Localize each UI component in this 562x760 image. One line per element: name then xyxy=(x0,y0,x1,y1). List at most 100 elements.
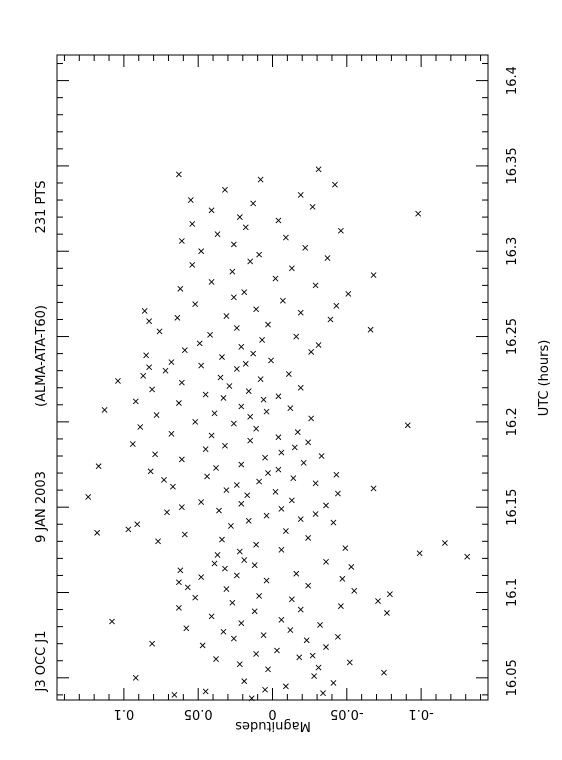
data-point-marker xyxy=(238,461,245,468)
data-point-marker xyxy=(282,234,289,241)
data-point-marker xyxy=(192,301,199,308)
data-point-marker xyxy=(101,407,108,413)
data-point-marker xyxy=(288,596,295,603)
data-point-marker xyxy=(155,538,161,545)
title-observatory: (ALMA-ATA-T60) xyxy=(34,305,49,407)
title-points: 231 PTS xyxy=(34,181,49,234)
data-point-marker xyxy=(275,217,282,224)
data-point-marker xyxy=(247,437,254,444)
data-point-marker xyxy=(318,453,325,459)
data-point-marker xyxy=(238,500,245,507)
data-point-marker xyxy=(168,359,175,366)
data-point-marker xyxy=(247,413,254,420)
data-point-marker xyxy=(334,490,341,497)
data-point-marker xyxy=(441,540,448,546)
data-point-marker xyxy=(263,577,270,584)
data-point-marker xyxy=(297,516,304,523)
data-point-marker xyxy=(143,352,150,359)
data-point-marker xyxy=(170,483,176,490)
data-point-marker xyxy=(464,553,471,560)
plot-frame xyxy=(56,54,489,701)
data-point-marker xyxy=(265,470,271,476)
data-point-marker xyxy=(275,393,282,400)
title-date: 9 JAN 2003 xyxy=(34,471,49,543)
data-point-marker xyxy=(332,181,338,188)
data-point-marker xyxy=(208,207,215,214)
data-point-marker xyxy=(181,347,188,354)
data-point-marker xyxy=(308,348,315,355)
data-point-marker xyxy=(384,610,390,616)
data-point-marker xyxy=(219,354,225,360)
data-point-marker xyxy=(208,613,215,620)
data-point-marker xyxy=(260,632,267,639)
data-point-marker xyxy=(95,463,102,470)
data-point-marker xyxy=(315,342,322,348)
data-point-marker xyxy=(285,371,292,378)
data-point-marker xyxy=(296,654,303,661)
data-point-marker xyxy=(238,343,245,350)
data-point-marker xyxy=(415,210,422,217)
data-point-marker xyxy=(226,383,233,389)
data-point-marker xyxy=(272,488,279,495)
data-point-marker xyxy=(351,587,358,594)
data-point-marker xyxy=(324,255,331,261)
data-point-marker xyxy=(320,690,326,697)
data-point-marker xyxy=(257,376,264,383)
data-point-marker xyxy=(230,294,237,301)
magnitude-tick-label: 0.1 xyxy=(114,706,135,721)
data-point-marker xyxy=(312,480,319,487)
data-point-marker xyxy=(222,442,228,449)
data-point-marker xyxy=(253,651,260,657)
data-point-marker xyxy=(404,422,411,429)
data-point-marker xyxy=(134,521,141,528)
data-point-marker xyxy=(342,545,349,552)
data-point-marker xyxy=(137,424,144,430)
data-point-marker xyxy=(253,425,260,432)
data-point-marker xyxy=(149,386,156,393)
data-point-marker xyxy=(327,316,334,323)
data-point-marker xyxy=(293,333,300,340)
data-point-marker xyxy=(177,567,184,574)
utc-tick-label: 16.3 xyxy=(505,237,520,266)
data-point-marker xyxy=(305,534,312,541)
data-point-marker xyxy=(189,261,196,268)
data-point-marker xyxy=(175,171,182,178)
data-point-marker xyxy=(259,337,266,343)
data-point-marker xyxy=(198,248,205,255)
data-point-marker xyxy=(250,350,257,357)
data-point-marker xyxy=(263,512,270,519)
tick-labels: 16.05 16.1 16.15 16.2 16.25 16.3 16.35 16.4 -0.1… xyxy=(114,66,520,721)
y-axis-label: Magnitudes xyxy=(235,718,311,733)
data-point-marker xyxy=(211,410,218,417)
data-point-marker xyxy=(290,475,297,482)
data-point-marker xyxy=(214,552,221,558)
data-point-marker xyxy=(184,584,191,591)
data-point-marker xyxy=(204,473,211,480)
data-point-marker xyxy=(275,466,282,473)
data-point-marker xyxy=(233,572,240,579)
data-point-marker xyxy=(242,224,249,231)
data-point-marker xyxy=(330,519,337,526)
data-point-marker xyxy=(229,268,236,275)
magnitude-tick-label: -0.05 xyxy=(330,706,364,721)
data-point-marker xyxy=(386,591,393,598)
data-point-marker xyxy=(211,560,218,567)
data-point-marker xyxy=(278,546,285,553)
data-point-marker xyxy=(245,388,252,395)
data-point-marker xyxy=(278,505,285,512)
data-point-marker xyxy=(274,647,280,654)
data-point-marker xyxy=(265,666,271,673)
data-point-marker xyxy=(309,203,316,210)
data-point-marker xyxy=(146,318,153,325)
data-point-marker xyxy=(416,550,423,557)
data-point-marker xyxy=(223,586,230,593)
data-point-marker xyxy=(315,166,322,173)
data-point-marker xyxy=(115,377,121,384)
data-point-marker xyxy=(288,497,295,504)
data-point-marker xyxy=(238,403,245,410)
data-point-marker xyxy=(247,258,254,265)
data-point-marker xyxy=(251,562,258,569)
data-point-marker xyxy=(156,328,163,335)
data-point-marker xyxy=(223,313,230,319)
